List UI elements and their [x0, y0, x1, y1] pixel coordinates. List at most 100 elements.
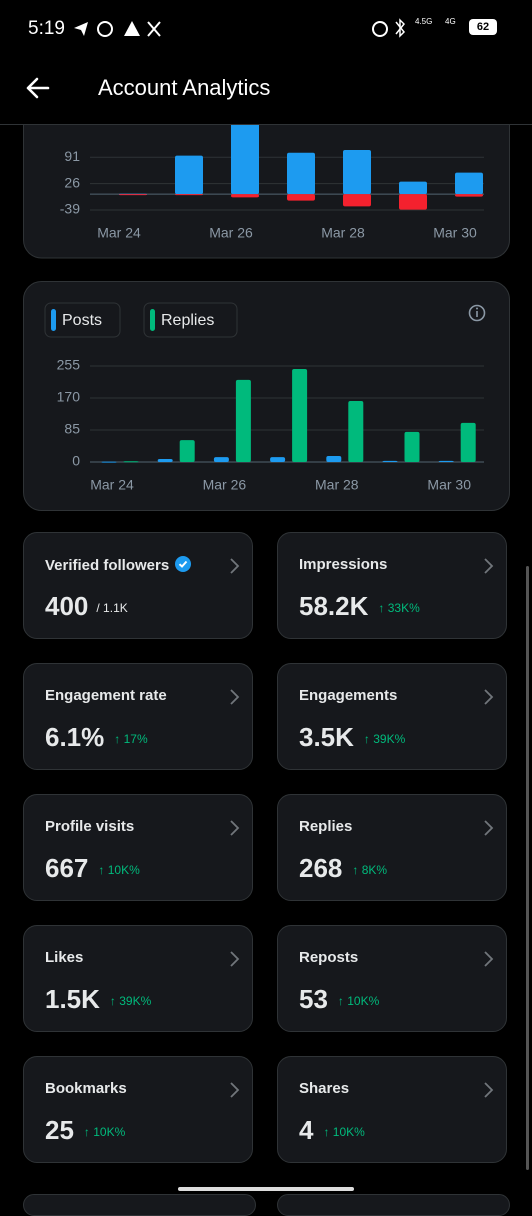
- bar: [123, 461, 139, 463]
- info-icon[interactable]: [468, 304, 486, 322]
- bar: [399, 194, 427, 210]
- metric-value: 25: [45, 1115, 74, 1145]
- metric-card[interactable]: Verified followers 400 / 1.1K: [23, 532, 253, 639]
- y-tick-label: 0: [72, 453, 80, 469]
- chevron: [230, 689, 240, 705]
- bar: [101, 461, 117, 463]
- top-bar: 5:19 4.5G 4G 62 Account Analytics: [0, 0, 532, 125]
- metric-value: 4: [299, 1115, 314, 1145]
- x-tick-label: Mar 24: [97, 225, 141, 241]
- status-icons: [372, 18, 406, 38]
- metric-value: 1.5K: [45, 984, 100, 1014]
- back-button[interactable]: [24, 74, 52, 102]
- chevron: [484, 951, 494, 967]
- bar: [382, 460, 398, 462]
- legend-swatch: [51, 309, 56, 331]
- y-tick-label: -39: [60, 201, 80, 217]
- metric-card[interactable]: Reposts 53 ↑ 10K%: [277, 925, 507, 1032]
- metric-change: ↑ 39K%: [109, 994, 152, 1008]
- bar: [326, 455, 342, 462]
- metric-label-text: Verified followers: [45, 557, 170, 574]
- y-tick-label: 26: [64, 174, 80, 190]
- metric-label: Likes: [45, 949, 83, 966]
- x-tick-label: Mar 24: [90, 477, 134, 493]
- y-tick-label: 255: [57, 357, 81, 373]
- metric-label-text: Reposts: [299, 949, 359, 966]
- metric-value: 6.1%: [45, 722, 105, 752]
- metric-label-text: Impressions: [299, 556, 388, 573]
- metric-change: ↑ 10K%: [98, 863, 140, 877]
- chevron: [230, 951, 240, 967]
- bar: [175, 155, 203, 195]
- network-label: 4.5G: [415, 17, 433, 26]
- metric-label: Reposts: [299, 949, 358, 966]
- bar: [175, 194, 203, 196]
- metric-label-text: Profile visits: [45, 818, 135, 835]
- metric-card[interactable]: Shares 4 ↑ 10K%: [277, 1056, 507, 1163]
- metric-card[interactable]: Profile visits 667 ↑ 10K%: [23, 794, 253, 901]
- page-title: Account Analytics: [98, 75, 271, 100]
- bar: [213, 457, 229, 462]
- bar: [270, 457, 286, 462]
- metric-card[interactable]: Engagement rate 6.1% ↑ 17%: [23, 663, 253, 770]
- metric-value: 3.5K: [299, 722, 354, 752]
- metric-change: ↑ 8K%: [352, 863, 388, 877]
- metric-card[interactable]: Impressions 58.2K ↑ 33K%: [277, 532, 507, 639]
- metric-value-row: 268 ↑ 8K%: [299, 853, 387, 884]
- metric-value: 400: [45, 591, 89, 621]
- metric-label: Profile visits: [45, 818, 134, 835]
- chart-card: [23, 281, 510, 511]
- metric-value-row: 4 ↑ 10K%: [299, 1115, 365, 1146]
- metric-card[interactable]: Likes 1.5K ↑ 39K%: [23, 925, 253, 1032]
- bar: [287, 194, 315, 201]
- bar: [179, 440, 195, 462]
- home-indicator: [178, 1187, 354, 1191]
- metric-value-row: 1.5K ↑ 39K%: [45, 984, 151, 1015]
- metric-change: ↑ 33K%: [378, 601, 420, 615]
- metric-label: Engagements: [299, 687, 397, 704]
- verified-badge: [175, 556, 192, 572]
- bar: [119, 194, 147, 196]
- posts-replies-chart: 0 85 170 255 Mar 24 Mar 26 Mar 28 Mar 30 Posts Re…: [23, 281, 510, 511]
- metric-value: 58.2K: [299, 591, 369, 621]
- x-tick-label: Mar 30: [427, 477, 471, 493]
- metric-label: Verified followers: [45, 556, 192, 574]
- bar: [292, 369, 308, 462]
- y-tick-label: 170: [57, 389, 81, 405]
- metric-label: Engagement rate: [45, 687, 167, 704]
- metric-total: / 1.1K: [96, 601, 128, 615]
- network-label: 4G: [445, 17, 456, 26]
- legend-chip: [143, 302, 238, 338]
- chevron: [484, 820, 494, 836]
- metric-value-row: 667 ↑ 10K%: [45, 853, 140, 884]
- x-tick-label: Mar 28: [321, 225, 365, 241]
- chevron: [484, 689, 494, 705]
- metric-card[interactable]: Bookmarks 25 ↑ 10K%: [23, 1056, 253, 1163]
- legend-label: Replies: [161, 312, 214, 329]
- bar: [231, 124, 259, 195]
- metric-card[interactable]: Engagements 3.5K ↑ 39K%: [277, 663, 507, 770]
- bar: [399, 181, 427, 195]
- metric-card[interactable]: Replies 268 ↑ 8K%: [277, 794, 507, 901]
- metric-change: ↑ 17%: [114, 732, 148, 746]
- chevron: [230, 558, 240, 574]
- metric-value-row: 53 ↑ 10K%: [299, 984, 379, 1015]
- metric-label: Replies: [299, 818, 352, 835]
- metric-value: 268: [299, 853, 343, 883]
- card-partial: [277, 1194, 510, 1216]
- card-partial: [23, 1194, 256, 1216]
- chevron: [484, 1082, 494, 1098]
- bars: [101, 369, 476, 463]
- y-tick-label: 85: [64, 421, 80, 437]
- metric-label: Impressions: [299, 556, 387, 573]
- chevron: [230, 1082, 240, 1098]
- bar: [287, 152, 315, 195]
- metric-change: ↑ 39K%: [363, 732, 406, 746]
- metric-label-text: Shares: [299, 1080, 350, 1097]
- notification-icons: [74, 21, 161, 37]
- bar: [404, 431, 420, 462]
- chevron: [230, 820, 240, 836]
- metric-label-text: Engagement rate: [45, 687, 167, 704]
- bar: [460, 422, 476, 462]
